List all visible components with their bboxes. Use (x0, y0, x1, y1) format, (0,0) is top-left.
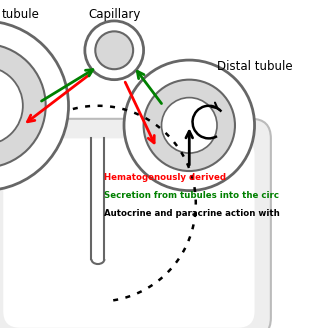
Circle shape (0, 66, 23, 145)
Text: Secretion from tubules into the circ: Secretion from tubules into the circ (104, 191, 279, 200)
Text: tubule: tubule (2, 8, 39, 21)
Circle shape (85, 21, 143, 80)
Circle shape (0, 44, 46, 168)
Circle shape (162, 98, 217, 153)
Text: Hematogenously derived: Hematogenously derived (104, 173, 226, 182)
Text: Distal tubule: Distal tubule (217, 60, 292, 73)
Circle shape (95, 31, 133, 69)
Circle shape (143, 80, 235, 171)
Text: Autocrine and paracrine action with: Autocrine and paracrine action with (104, 209, 280, 218)
Circle shape (124, 60, 255, 190)
FancyBboxPatch shape (0, 119, 271, 329)
FancyBboxPatch shape (3, 139, 255, 328)
Circle shape (0, 21, 68, 190)
Text: Capillary: Capillary (88, 8, 140, 21)
